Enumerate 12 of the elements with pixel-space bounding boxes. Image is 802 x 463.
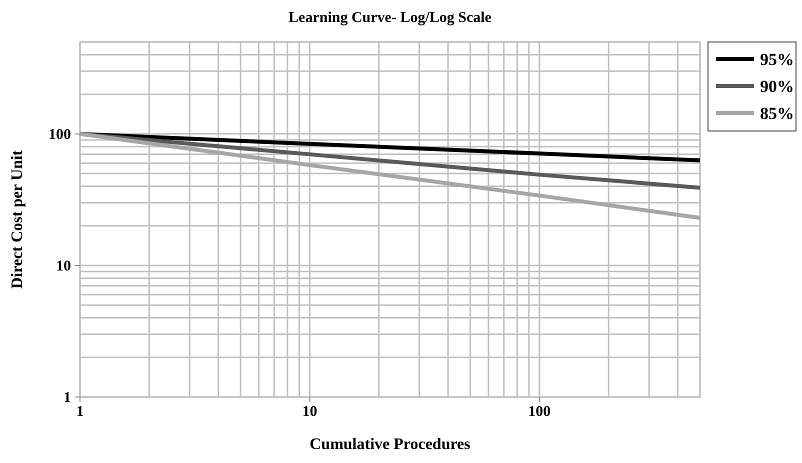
y-axis-title: Direct Cost per Unit (9, 150, 26, 289)
legend-label: 95% (760, 50, 794, 69)
chart-title: Learning Curve- Log/Log Scale (288, 10, 492, 26)
legend-label: 85% (760, 104, 794, 123)
x-axis-title: Cumulative Procedures (310, 436, 470, 453)
y-tick-label: 10 (56, 258, 71, 274)
x-tick-label: 100 (528, 404, 551, 420)
y-tick-label: 1 (64, 390, 71, 406)
x-tick-label: 1 (76, 404, 84, 420)
y-tick-label: 100 (48, 126, 71, 143)
x-tick-label: 10 (302, 404, 318, 420)
legend-label: 90% (760, 77, 794, 96)
